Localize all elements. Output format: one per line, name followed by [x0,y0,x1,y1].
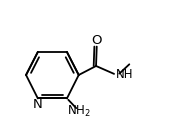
Text: N: N [32,98,42,111]
Text: O: O [91,34,101,47]
Text: NH$_2$: NH$_2$ [67,104,91,119]
Text: NH: NH [116,68,134,81]
